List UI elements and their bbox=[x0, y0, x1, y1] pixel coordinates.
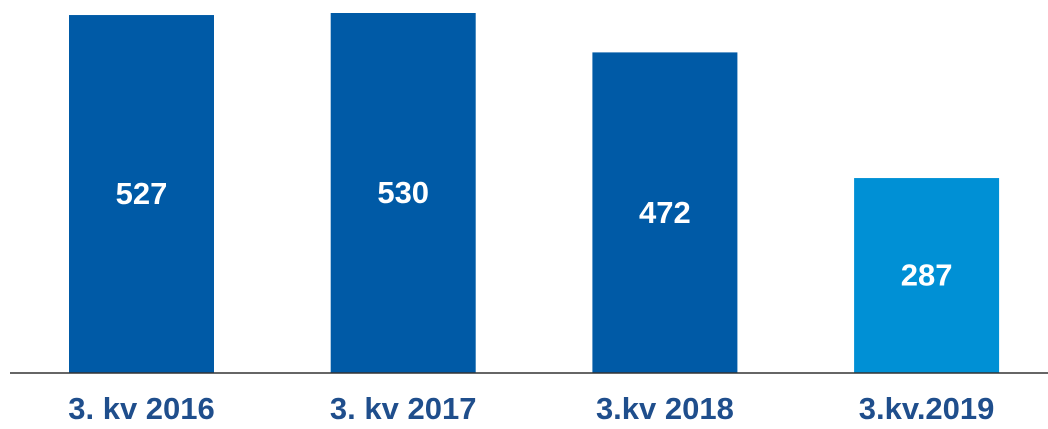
x-tick-label: 3. kv 2017 bbox=[330, 391, 477, 426]
x-tick-label: 3. kv 2016 bbox=[68, 391, 215, 426]
bar bbox=[330, 13, 476, 373]
value-label: 472 bbox=[639, 195, 691, 230]
bar bbox=[69, 15, 214, 373]
bar bbox=[854, 178, 1000, 373]
value-label: 527 bbox=[116, 176, 168, 211]
bar bbox=[592, 52, 738, 373]
x-tick-label: 3.kv 2018 bbox=[596, 391, 734, 426]
value-label: 287 bbox=[901, 258, 953, 293]
x-tick-label: 3.kv.2019 bbox=[859, 391, 995, 426]
value-label: 530 bbox=[377, 175, 429, 210]
